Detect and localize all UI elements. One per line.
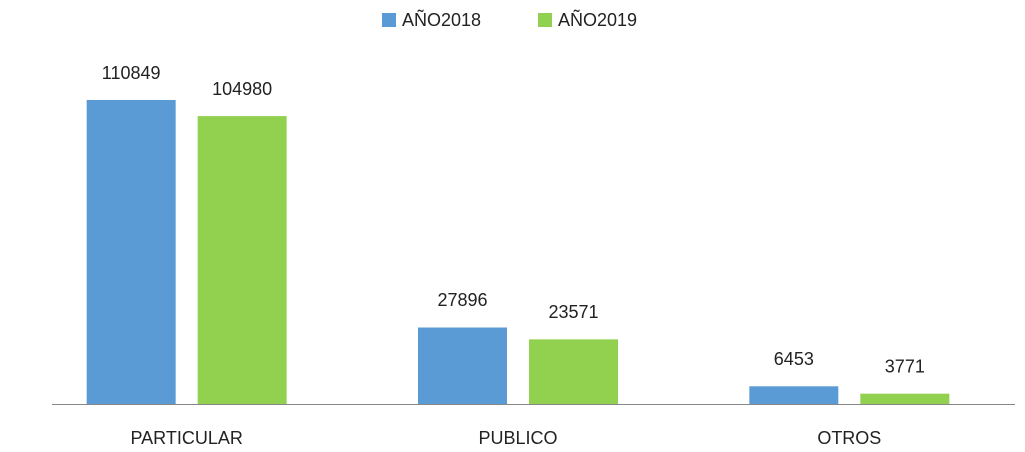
x-tick-label: PARTICULAR [130,428,242,448]
data-label: 110849 [102,63,161,83]
bar [418,327,507,404]
data-label: 27896 [437,290,487,310]
x-tick-label: OTROS [817,428,881,448]
legend-swatch [382,13,396,27]
legend-swatch [538,13,552,27]
bar [860,393,950,404]
data-label: 6453 [774,349,814,369]
legend-label: AÑO2019 [558,9,637,30]
bar [749,386,839,404]
data-label: 3771 [885,356,925,376]
data-label: 104980 [212,79,272,99]
data-label: 23571 [548,302,598,322]
legend-label: AÑO2018 [402,9,481,30]
bar [529,339,618,404]
bar [197,116,287,404]
x-tick-label: PUBLICO [478,428,557,448]
bar [86,100,176,404]
